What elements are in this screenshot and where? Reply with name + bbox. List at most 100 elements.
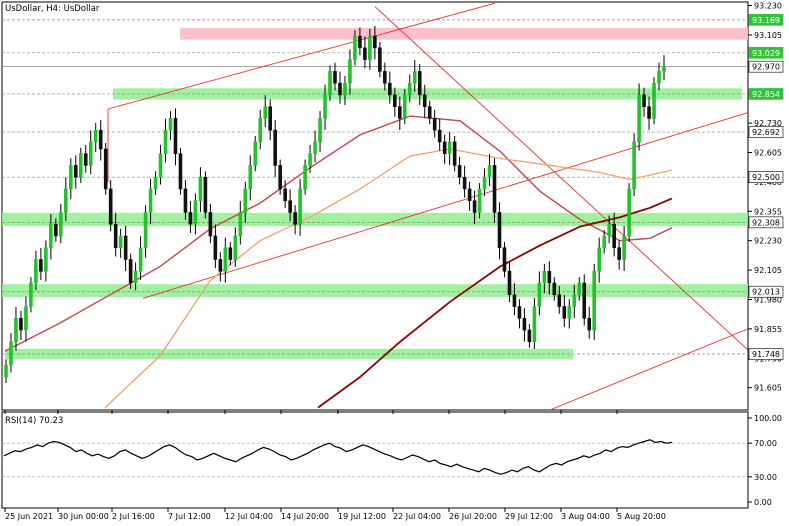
candle-body — [173, 118, 178, 154]
candle-body — [9, 341, 13, 366]
candle-body — [138, 247, 143, 272]
candle-body — [193, 200, 198, 225]
candle-body — [128, 259, 133, 284]
price-label-text: 92.013 — [752, 288, 780, 297]
candle — [273, 120, 277, 177]
candle-body — [228, 247, 233, 260]
candle — [9, 333, 13, 373]
candle-body — [482, 176, 487, 190]
candle — [278, 159, 282, 195]
price-label-box — [748, 171, 784, 183]
candle-body — [417, 71, 422, 96]
candle-body — [627, 188, 631, 237]
candle — [572, 284, 577, 319]
candle — [507, 262, 512, 303]
candle — [512, 283, 517, 316]
rsi-tick-label: 100.00 — [754, 414, 782, 423]
candle-body — [348, 59, 352, 84]
price-label: 93.169 — [748, 14, 784, 26]
candle — [637, 83, 641, 151]
candle — [388, 71, 392, 104]
candle-body — [587, 317, 592, 331]
price-label: 92.013 — [748, 285, 784, 298]
candle-body — [512, 294, 517, 307]
time-axis: 25 Jun 2021 30 Jun 00:00 2 Jul 16:00 7 Jul … — [4, 410, 666, 521]
candle — [567, 299, 572, 329]
candle-body — [59, 212, 63, 237]
candle — [78, 147, 83, 184]
price-label-box — [748, 60, 784, 73]
candle-body — [328, 71, 332, 96]
price-label-box — [748, 14, 784, 26]
x-tick-label: 26 Jul 20:00 — [449, 512, 497, 521]
candle — [447, 131, 452, 166]
y-tick-label: 92.230 — [754, 237, 782, 246]
candle-body — [248, 165, 253, 190]
x-tick-label: 29 Jul 12:00 — [505, 512, 553, 521]
candle — [34, 250, 38, 291]
candle-body — [642, 94, 646, 107]
candle — [402, 89, 407, 125]
candle-body — [108, 188, 113, 225]
price-label: 92.970 — [748, 60, 784, 73]
candle-body — [243, 188, 248, 213]
candle-body — [402, 94, 407, 119]
candle — [173, 108, 178, 166]
candle-body — [487, 165, 492, 178]
candle-body — [467, 188, 472, 202]
candle-body — [203, 176, 208, 213]
candle-body — [83, 153, 88, 166]
candle-body — [457, 165, 462, 178]
price-axis: 93.23093.10592.98092.85592.73092.60592.4… — [748, 2, 784, 393]
candle-body — [118, 235, 123, 249]
candle-body — [143, 212, 148, 249]
candle-body — [29, 282, 33, 307]
candle — [407, 74, 412, 103]
rsi-line — [3, 439, 673, 475]
candle — [188, 200, 193, 233]
candle-body — [383, 71, 387, 84]
trendline-2 — [374, 6, 749, 351]
candle-body — [497, 212, 502, 249]
candle-body — [582, 282, 587, 319]
candle — [253, 136, 258, 172]
candle-body — [123, 235, 128, 260]
candle-body — [303, 165, 307, 190]
candle — [537, 271, 542, 316]
candle-body — [208, 212, 213, 237]
candle-body — [577, 282, 582, 296]
candle-body — [168, 118, 173, 131]
candle-body — [44, 247, 48, 272]
candle-body — [323, 94, 327, 119]
x-tick-label: 25 Jun 2021 — [5, 512, 53, 521]
candle-body — [522, 317, 527, 331]
candle — [263, 95, 268, 128]
rsi-tick-label: 0.00 — [754, 498, 772, 507]
x-tick-label: 19 Jul 12:00 — [338, 512, 386, 521]
candle — [338, 71, 342, 104]
candle — [108, 180, 113, 232]
candle-body — [368, 35, 372, 60]
candle — [69, 158, 73, 200]
candle — [218, 252, 223, 282]
candle — [59, 203, 63, 244]
candle — [223, 237, 228, 283]
candle-body — [507, 270, 512, 296]
candle — [183, 180, 188, 220]
x-tick-label: 3 Aug 04:00 — [561, 512, 610, 521]
candle-body — [572, 294, 577, 307]
candle-body — [308, 153, 312, 166]
candle-body — [657, 71, 661, 84]
candle — [83, 144, 88, 173]
candle-body — [517, 306, 522, 319]
candle-body — [318, 118, 322, 143]
x-tick-label: 30 Jun 00:00 — [58, 512, 109, 521]
price-label: 92.692 — [748, 126, 784, 138]
candle — [612, 212, 616, 257]
candle-body — [64, 188, 68, 213]
candle — [308, 144, 312, 173]
price-label-box — [748, 216, 784, 229]
candle-body — [113, 223, 118, 249]
candle-body — [188, 212, 193, 225]
